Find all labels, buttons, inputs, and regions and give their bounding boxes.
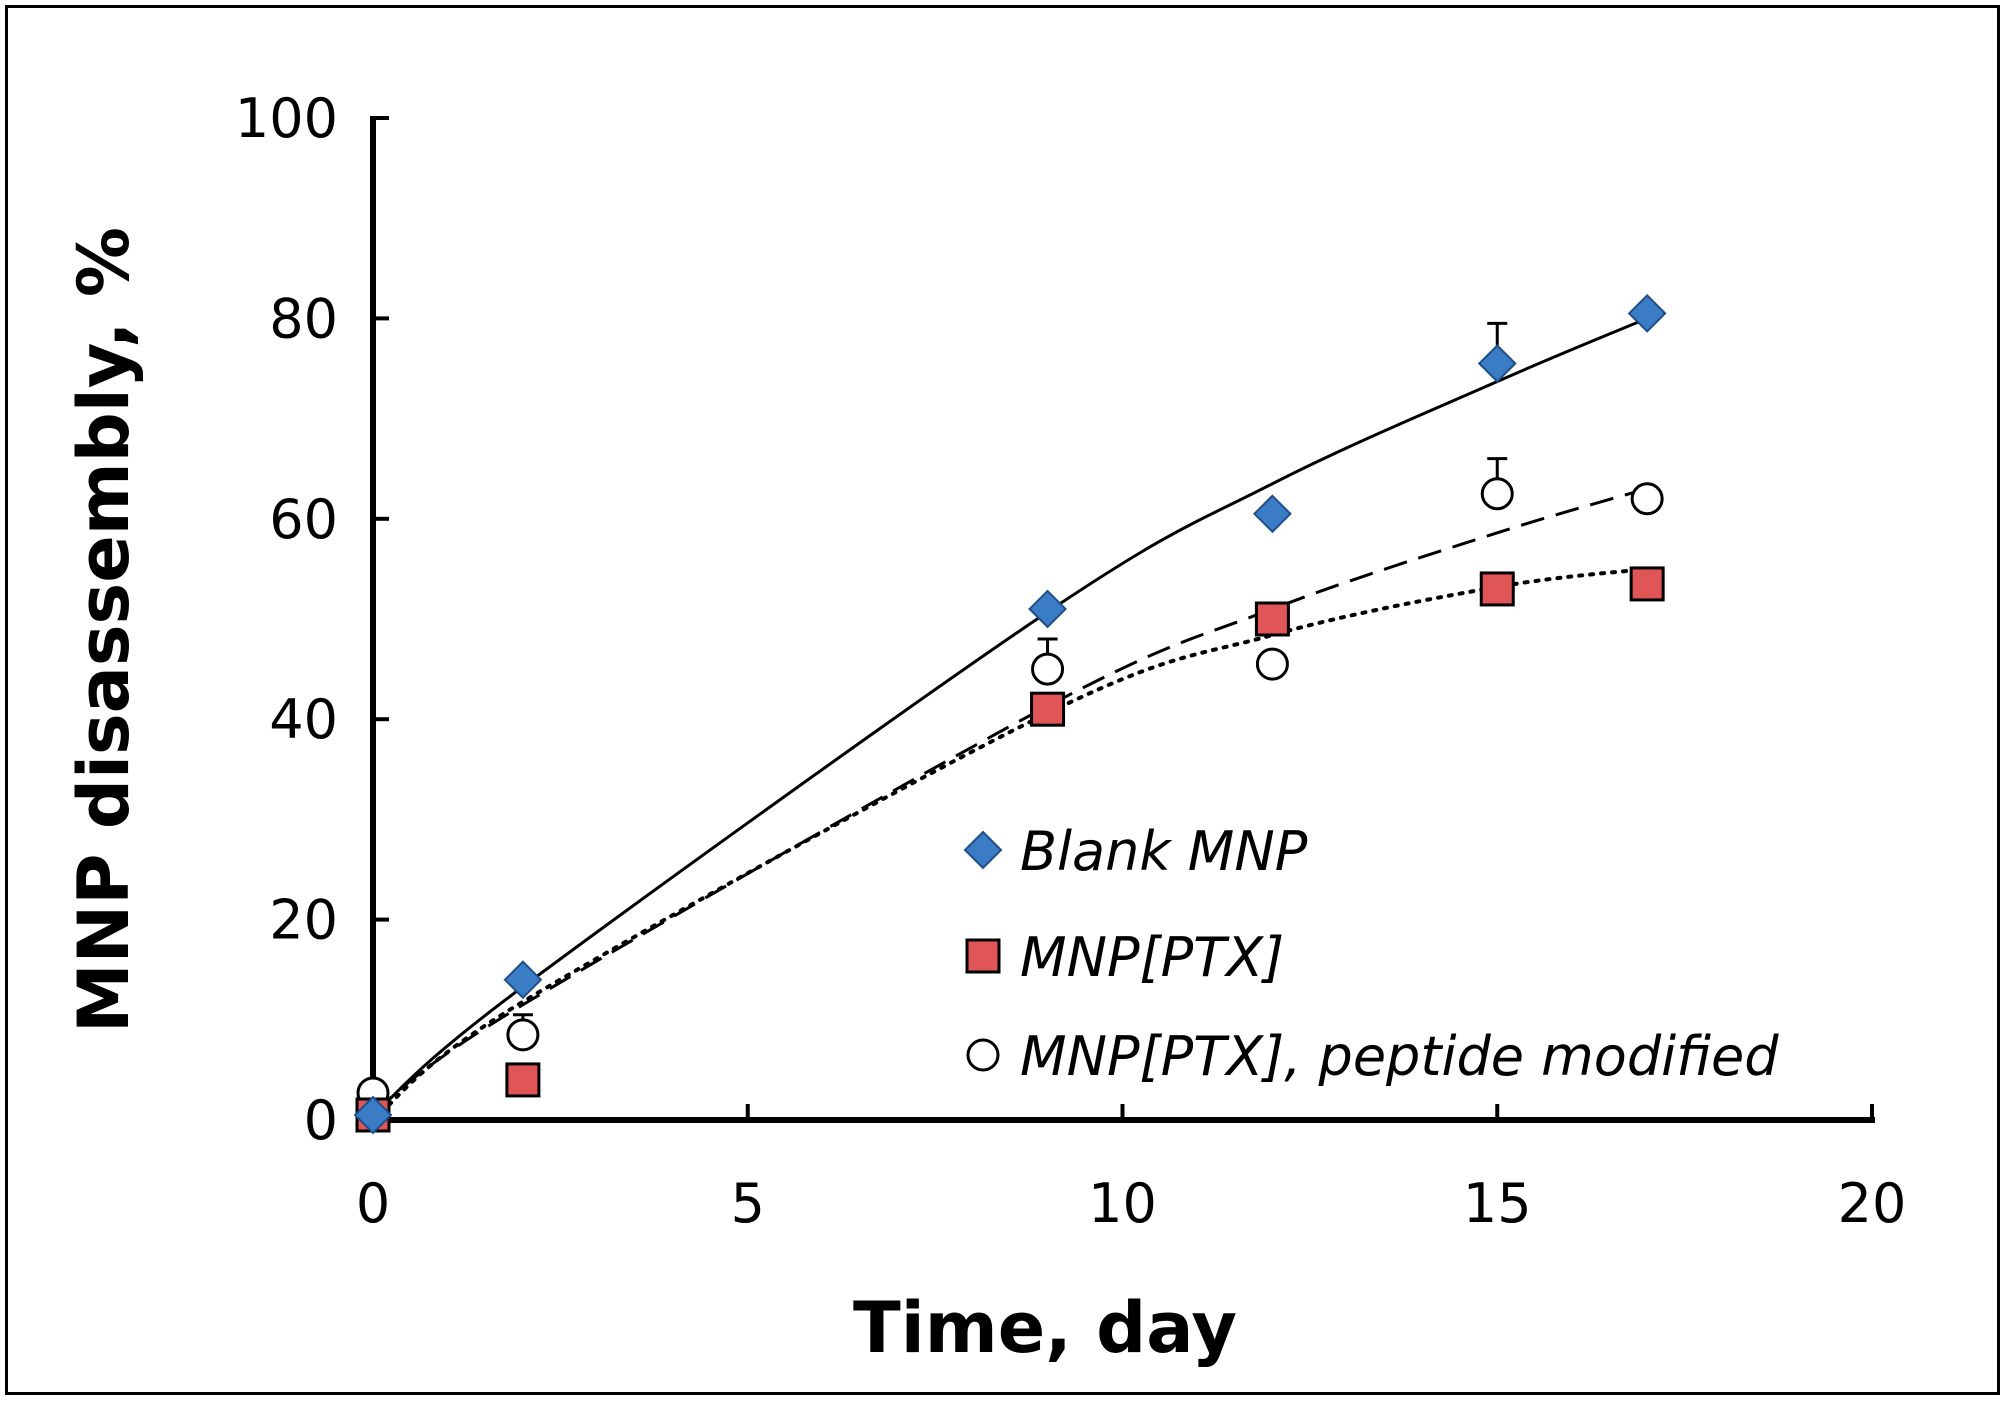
fit-curve-1 <box>372 317 1648 1117</box>
fit-curve-3 <box>372 487 1648 1114</box>
fit-curve-2 <box>371 566 1650 1122</box>
data-point <box>1031 652 1065 686</box>
x-tick-label: 0 <box>356 1172 390 1235</box>
data-point <box>503 960 543 1000</box>
data-point <box>1255 647 1289 681</box>
legend-label: Blank MNP <box>1020 820 1308 883</box>
chart-frame <box>5 5 2000 1395</box>
data-point <box>1028 589 1067 629</box>
fit-curves <box>371 317 1650 1122</box>
data-point <box>1254 601 1290 637</box>
y-tick-label: 100 <box>235 87 338 150</box>
legend-marker <box>965 938 1001 974</box>
legend-label: MNP[PTX] <box>1020 926 1284 989</box>
data-point <box>506 1018 540 1052</box>
y-tick-label: 40 <box>269 688 338 751</box>
data-point <box>1627 293 1667 333</box>
data-point <box>1477 344 1517 383</box>
x-tick-label: 10 <box>1088 1172 1157 1235</box>
data-point <box>1630 482 1664 516</box>
axes: 0 5 10 15 20 0 20 40 60 80 100 <box>235 87 1906 1235</box>
y-tick-label: 60 <box>269 488 338 551</box>
legend-marker <box>963 830 1003 870</box>
data-point <box>353 1095 393 1135</box>
legend-label: MNP[PTX], peptide modified <box>1020 1025 1779 1088</box>
x-tick-label: 5 <box>731 1172 765 1235</box>
y-tick-label: 0 <box>304 1089 338 1152</box>
data-point <box>1030 691 1066 727</box>
y-tick-label: 80 <box>269 287 338 350</box>
data-marks <box>353 293 1667 1135</box>
data-point <box>1479 571 1515 607</box>
legend-marker <box>966 1038 1000 1072</box>
y-axis-title: MNP disassembly, % <box>63 227 145 1033</box>
data-point <box>1480 477 1514 511</box>
y-tick-label: 20 <box>269 889 338 952</box>
data-point <box>1252 494 1292 534</box>
x-tick-label: 20 <box>1838 1172 1907 1235</box>
data-point <box>505 1062 541 1098</box>
legend: Blank MNP MNP[PTX] MNP[PTX], peptide modif… <box>963 820 1779 1088</box>
data-point <box>1629 566 1665 602</box>
x-axis-title: Time, day <box>853 1287 1237 1369</box>
x-tick-label: 15 <box>1463 1172 1532 1235</box>
